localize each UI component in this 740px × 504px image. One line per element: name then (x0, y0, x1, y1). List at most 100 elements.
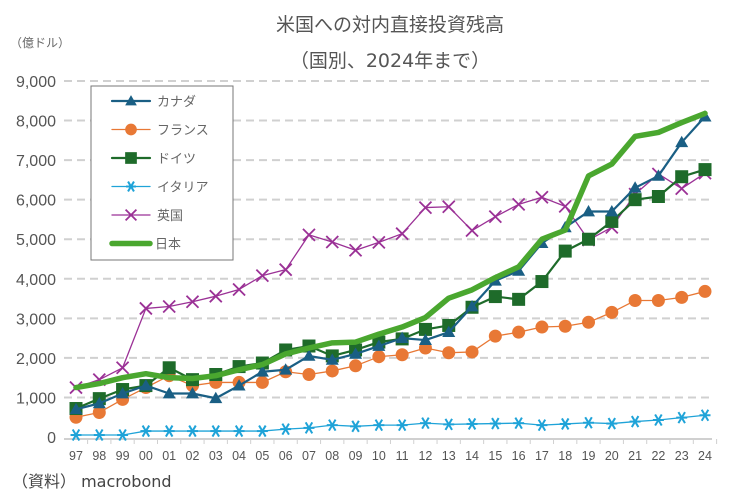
data-point (325, 353, 339, 365)
data-point (419, 417, 431, 430)
data-point (163, 425, 175, 438)
data-point (628, 181, 642, 193)
data-point (279, 263, 293, 277)
data-point (209, 391, 223, 404)
data-point (396, 419, 408, 432)
data-point (443, 418, 455, 431)
y-tick-label: 1,000 (16, 390, 56, 407)
data-point (512, 264, 526, 276)
data-point (116, 386, 130, 399)
legend-label: フランス (157, 124, 209, 139)
data-point (651, 190, 665, 204)
data-point (488, 290, 502, 304)
data-point (162, 299, 176, 314)
legend-label: カナダ (157, 95, 196, 110)
chart-subtitle: （国別、2024年まで） (289, 50, 491, 72)
x-tick-label: 02 (186, 449, 200, 463)
data-point (280, 423, 292, 436)
legend-marker (125, 152, 137, 164)
x-tick-label: 97 (69, 449, 83, 463)
x-tick-label: 11 (396, 449, 409, 463)
legend-marker (126, 181, 136, 192)
x-tick-label: 04 (232, 449, 246, 463)
data-point (372, 350, 386, 364)
y-tick-label: 4,000 (16, 272, 56, 289)
data-point (233, 425, 245, 438)
y-tick-label: 8,000 (16, 114, 56, 131)
series-1 (69, 284, 712, 424)
data-point (209, 289, 223, 303)
x-tick-label: 21 (628, 449, 642, 463)
data-point (675, 290, 689, 304)
legend-item: イタリア (111, 181, 208, 196)
series-line (74, 168, 707, 410)
data-point (675, 181, 689, 196)
series-5 (73, 110, 708, 391)
x-tick-label: 14 (465, 449, 479, 463)
data-point (629, 415, 641, 428)
data-point (418, 333, 432, 345)
data-point (70, 429, 82, 442)
data-point (489, 417, 501, 430)
legend-marker (125, 123, 137, 136)
data-point (302, 228, 316, 242)
data-point (139, 379, 153, 391)
legend-item: 英国 (111, 208, 183, 224)
data-point (117, 429, 129, 442)
data-point (628, 193, 642, 207)
x-tick-label: 03 (209, 449, 223, 463)
data-point (513, 417, 525, 430)
y-axis-unit-label: （億ドル） (10, 36, 71, 50)
data-point (325, 364, 339, 378)
data-point (372, 339, 386, 351)
data-point (256, 425, 268, 438)
data-point (279, 363, 293, 375)
data-point (395, 227, 409, 241)
data-point (69, 402, 83, 415)
data-point (350, 420, 362, 433)
data-point (511, 197, 526, 212)
data-point (302, 368, 316, 382)
x-tick-label: 15 (488, 449, 502, 463)
x-tick-label: 98 (92, 449, 106, 463)
x-tick-labels: 97 98 99 00 01 02 03 04 05 06 07 08 09 10 11 12 13 14 15 16… (69, 449, 712, 463)
legend-item: 日本 (109, 238, 181, 253)
data-point (418, 322, 432, 336)
x-tick-label: 24 (698, 449, 712, 463)
legend-label: 日本 (155, 238, 181, 253)
legend-marker (124, 208, 138, 222)
y-tick-label: 9,000 (16, 74, 56, 91)
data-point (605, 205, 619, 217)
data-point (93, 429, 105, 442)
data-point (140, 425, 152, 438)
data-point (373, 419, 385, 432)
legend-item: ドイツ (110, 152, 196, 167)
x-tick-label: 05 (255, 449, 269, 463)
x-tick-label: 10 (372, 449, 386, 463)
legend-item: カナダ (110, 95, 196, 110)
data-point (698, 284, 712, 298)
data-point (326, 419, 338, 432)
x-tick-label: 00 (139, 449, 153, 463)
series-3 (70, 409, 711, 442)
data-point (605, 214, 619, 228)
data-point (698, 163, 712, 177)
data-point (536, 419, 548, 432)
x-tick-label: 20 (605, 449, 619, 463)
series-line (75, 172, 706, 389)
data-point (558, 319, 572, 333)
data-point (395, 348, 409, 362)
legend-label: 英国 (157, 209, 183, 224)
data-point (185, 386, 199, 399)
data-point (302, 349, 316, 361)
data-point (162, 386, 176, 399)
data-point (255, 268, 270, 283)
data-point (442, 200, 456, 214)
data-point (232, 282, 246, 297)
data-point (303, 421, 315, 434)
data-point (210, 425, 222, 438)
data-point (372, 235, 386, 250)
data-point (349, 359, 363, 373)
